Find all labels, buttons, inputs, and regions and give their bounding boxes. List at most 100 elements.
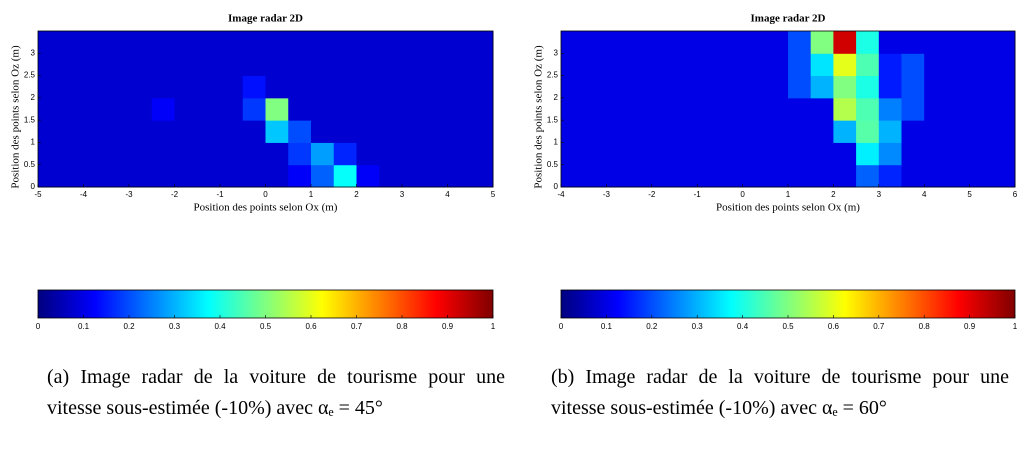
- heatmap-cell: [651, 75, 675, 99]
- heatmap-cell: [83, 31, 107, 54]
- heatmap-cell: [992, 120, 1016, 143]
- heatmap-cell: [674, 53, 698, 77]
- heatmap-cell: [379, 31, 403, 54]
- heatmap-cell: [629, 120, 653, 143]
- heatmap-cell: [174, 31, 198, 54]
- heatmap-cell: [788, 120, 812, 143]
- x-tick-label: 0: [263, 190, 268, 199]
- heatmap-cell: [697, 75, 721, 99]
- heatmap-cell: [311, 75, 335, 99]
- heatmap-cell: [402, 53, 426, 77]
- heatmap-cell: [719, 120, 744, 143]
- heatmap-cell: [470, 31, 494, 54]
- heatmap-cell: [242, 164, 266, 188]
- heatmap-cell: [447, 142, 471, 166]
- colorbar: [37, 289, 494, 319]
- heatmap-cell: [129, 164, 153, 188]
- heatmap-cell: [402, 31, 426, 54]
- heatmap-cell: [697, 142, 721, 166]
- colorbar-tick-label: 0.1: [601, 322, 613, 331]
- heatmap-cell: [311, 164, 335, 188]
- heatmap-cell: [697, 164, 721, 188]
- heatmap-cell: [878, 120, 902, 143]
- heatmap-cell: [38, 97, 62, 121]
- heatmap-cell: [606, 75, 630, 99]
- heatmap-cell: [288, 164, 312, 188]
- x-axis-label: Position des points selon Ox (m): [194, 202, 338, 214]
- heatmap-cell: [719, 31, 744, 54]
- y-tick-label: 1.5: [547, 115, 559, 124]
- heatmap-cell: [561, 31, 585, 54]
- heatmap-cell: [878, 97, 902, 121]
- heatmap-cell: [901, 142, 925, 166]
- heatmap-cell: [174, 53, 198, 77]
- caption: (a) Image radar de la voiture de tourism…: [47, 366, 505, 419]
- colorbar-tick-label: 0.4: [214, 322, 226, 331]
- heatmap-cell: [83, 75, 107, 99]
- heatmap-cell: [651, 142, 675, 166]
- x-tick-label: 6: [1013, 190, 1017, 199]
- heatmap-cell: [606, 142, 630, 166]
- heatmap-cell: [356, 31, 380, 54]
- chart-title: Image radar 2D: [228, 13, 303, 25]
- heatmap-cell: [924, 75, 948, 99]
- heatmap-cell: [333, 142, 357, 166]
- heatmap-cell: [992, 31, 1016, 54]
- heatmap-cell: [924, 164, 948, 188]
- heatmap-cell: [333, 97, 357, 121]
- heatmap-cell: [151, 120, 175, 143]
- heatmap-cell: [424, 75, 448, 99]
- heatmap-cell: [197, 53, 221, 77]
- heatmap-cell: [833, 142, 857, 166]
- x-tick-label: 1: [309, 190, 314, 199]
- heatmap-cell: [878, 53, 902, 77]
- heatmap-cell: [765, 31, 789, 54]
- x-tick-label: 4: [922, 190, 927, 199]
- colorbar-tick-label: 1: [1013, 322, 1017, 331]
- caption: (b) Image radar de la voiture de tourism…: [551, 366, 1009, 419]
- heatmap-cell: [424, 164, 448, 188]
- x-tick-label: -5: [34, 190, 42, 199]
- heatmap-cell: [856, 164, 880, 188]
- heatmap-cell: [220, 164, 244, 188]
- heatmap-cell: [561, 97, 585, 121]
- heatmap-cell: [901, 75, 925, 99]
- heatmap-cell: [333, 164, 357, 188]
- y-tick-label: 1: [554, 138, 559, 147]
- heatmap-cell: [197, 97, 221, 121]
- heatmap-cell: [38, 31, 62, 54]
- heatmap-cell: [265, 164, 289, 188]
- heatmap-cell: [197, 120, 221, 143]
- heatmap-cell: [106, 53, 130, 77]
- heatmap-cell: [901, 53, 925, 77]
- y-tick-label: 0.5: [547, 160, 559, 169]
- x-tick-label: 5: [967, 190, 972, 199]
- heatmap-cell: [651, 53, 675, 77]
- heatmap-cell: [969, 120, 993, 143]
- heatmap-cell: [379, 97, 403, 121]
- heatmap-cell: [265, 142, 289, 166]
- heatmap-cell: [288, 97, 312, 121]
- heatmap-cell: [992, 142, 1016, 166]
- heatmap-cell: [901, 31, 925, 54]
- heatmap-cell: [83, 97, 107, 121]
- heatmap-cell: [402, 164, 426, 188]
- heatmap-cell: [719, 97, 744, 121]
- heatmap-cell: [583, 31, 607, 54]
- heatmap-cell: [174, 75, 198, 99]
- heatmap-cell: [83, 142, 107, 166]
- heatmap-cell: [788, 31, 812, 54]
- heatmap-cell: [356, 75, 380, 99]
- heatmap-cell: [765, 120, 789, 143]
- heatmap-cell: [38, 75, 62, 99]
- heatmap-cell: [969, 164, 993, 188]
- colorbar-tick-label: 0.3: [169, 322, 181, 331]
- heatmap-cell: [197, 75, 221, 99]
- heatmap-cell: [470, 97, 494, 121]
- heatmap-cell: [60, 97, 84, 121]
- heatmap-cell: [60, 75, 84, 99]
- heatmap-cell: [606, 53, 630, 77]
- x-tick-label: 5: [491, 190, 496, 199]
- colorbar-tick-label: 0.9: [964, 322, 976, 331]
